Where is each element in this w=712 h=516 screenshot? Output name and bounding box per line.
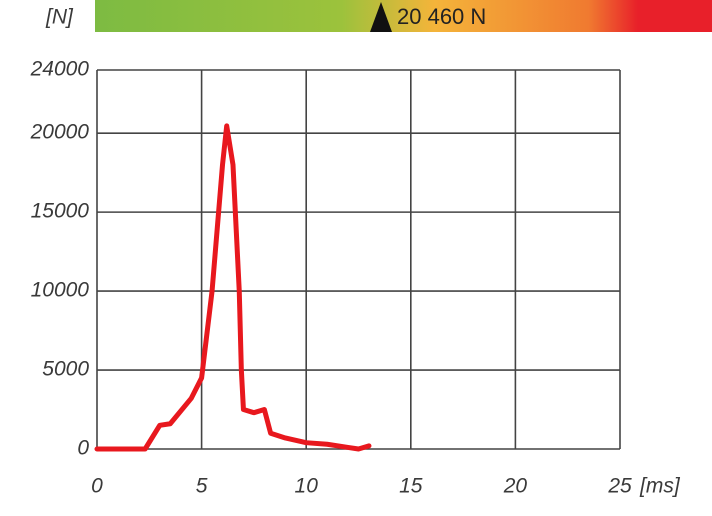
- y-tick-label: 5000: [42, 358, 89, 381]
- data-line: [94, 123, 372, 452]
- x-tick-label: 20: [503, 475, 528, 498]
- x-axis-label: [ms]: [639, 475, 681, 498]
- x-tick-label: 25: [607, 475, 632, 498]
- x-tick-label: 0: [91, 475, 103, 498]
- y-axis-label: [N]: [45, 6, 74, 29]
- scale-marker: [370, 2, 392, 32]
- y-tick-label: 15000: [31, 200, 90, 223]
- y-tick-label: 10000: [31, 279, 90, 302]
- y-tick-label: 24000: [30, 58, 90, 81]
- peak-annotation: 20 460 N: [397, 4, 486, 29]
- x-tick-label: 15: [399, 475, 423, 498]
- scale-bar: [95, 0, 712, 32]
- y-tick-label: 20000: [30, 121, 90, 144]
- y-tick-label: 0: [77, 437, 89, 460]
- x-tick-label: 10: [295, 475, 319, 498]
- x-tick-label: 5: [196, 475, 208, 498]
